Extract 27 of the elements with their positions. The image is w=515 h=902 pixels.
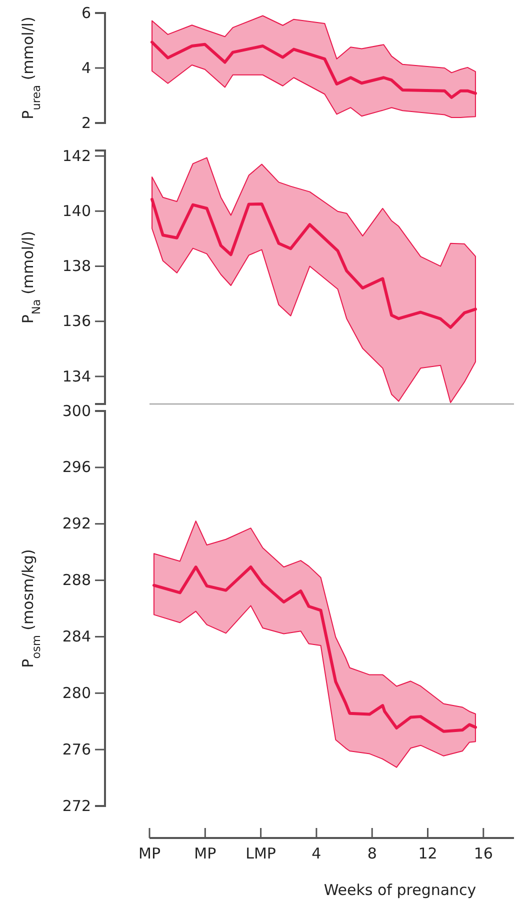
y-tick-label: 288 [62, 571, 91, 590]
y-tick-label: 296 [62, 458, 91, 476]
line-series [152, 566, 477, 733]
y-tick-label: 140 [62, 202, 91, 220]
y-tick-label: 134 [62, 367, 91, 386]
x-axis-title: Weeks of pregnancy [324, 881, 476, 899]
line-series [150, 40, 477, 99]
y-tick-label: 138 [62, 257, 91, 276]
x-tick-label: 4 [312, 844, 322, 863]
x-tick-label: MP [138, 844, 160, 863]
y-tick-label: 300 [62, 402, 91, 420]
x-tick-label: 12 [418, 844, 438, 863]
y-tick-label: 2 [81, 114, 91, 132]
x-tick-label: 8 [367, 844, 377, 863]
y-tick-label: 272 [62, 796, 91, 815]
x-tick-label: 16 [474, 844, 493, 863]
x-tick-label: MP [194, 844, 216, 863]
y-tick-label: 284 [62, 628, 91, 646]
y-tick-label: 136 [62, 312, 91, 330]
x-tick-label: LMP [246, 844, 276, 863]
y-tick-label: 292 [62, 514, 91, 533]
y-tick-label: 6 [81, 4, 91, 22]
y-tick-label: 276 [62, 740, 91, 758]
y-tick-label: 4 [81, 58, 91, 77]
y-tick-label: 142 [62, 146, 91, 165]
y-tick-label: 280 [62, 684, 91, 702]
line-series [150, 198, 477, 329]
